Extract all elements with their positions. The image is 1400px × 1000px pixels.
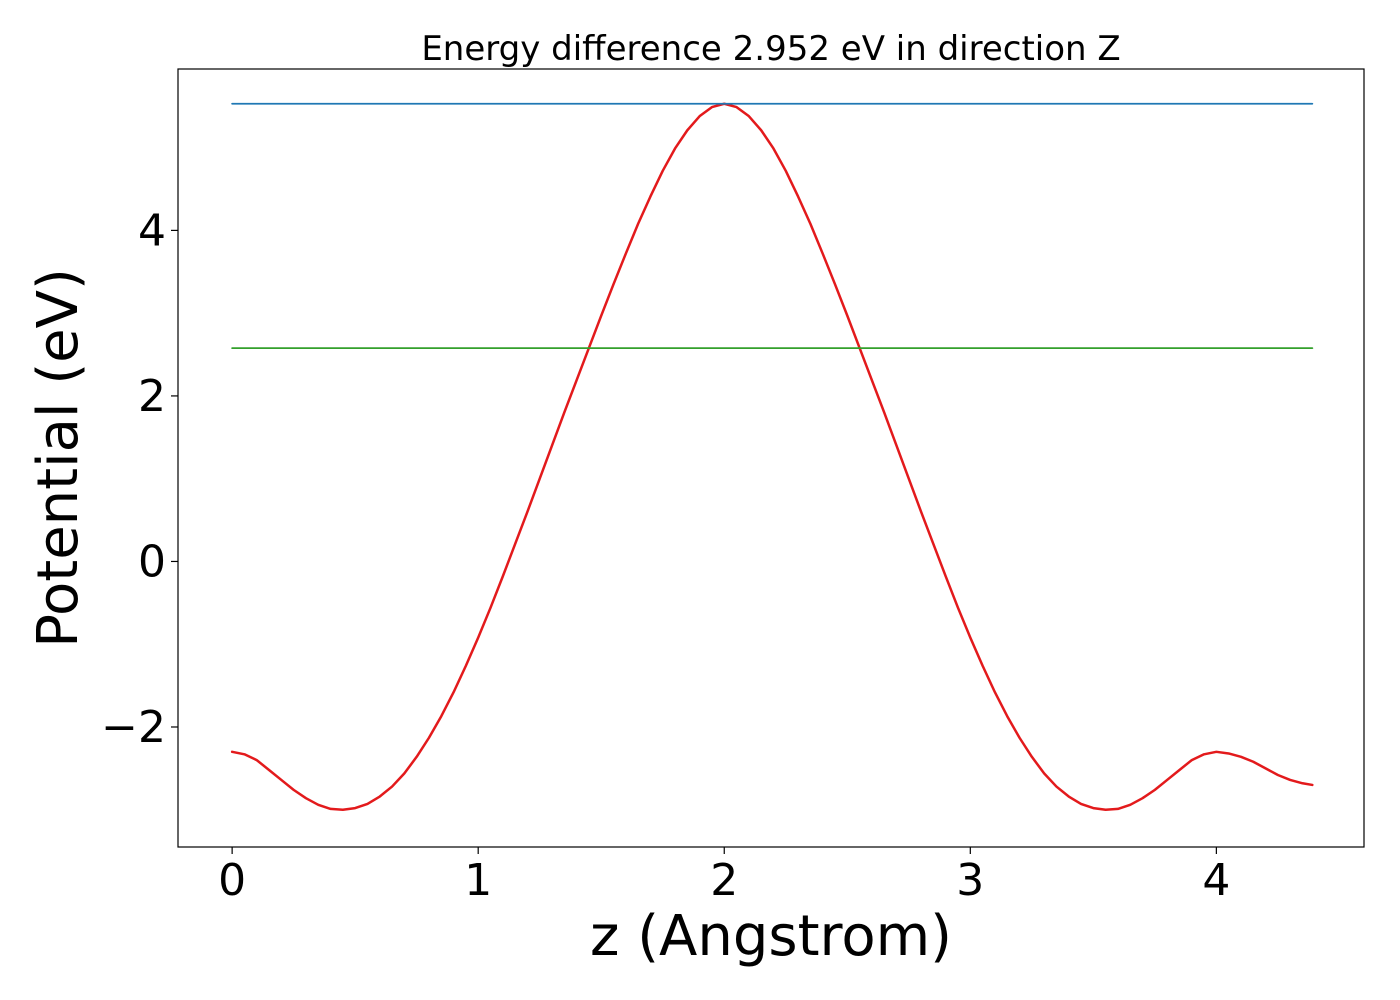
x-axis-label: z (Angstrom) bbox=[590, 904, 952, 969]
plot-frame bbox=[177, 68, 1365, 848]
x-tick-label: 0 bbox=[218, 855, 246, 906]
y-tick-label: 0 bbox=[138, 536, 166, 587]
y-tick-label: 2 bbox=[138, 371, 166, 422]
y-tick-label: −2 bbox=[101, 702, 166, 753]
y-axis-ticks: −2 0 2 4 bbox=[101, 205, 178, 753]
x-tick-label: 3 bbox=[956, 855, 984, 906]
x-tick-label: 1 bbox=[464, 855, 492, 906]
x-tick-label: 4 bbox=[1202, 855, 1230, 906]
y-tick-label: 4 bbox=[138, 205, 166, 256]
x-axis-ticks: 0 1 2 3 4 bbox=[218, 847, 1230, 906]
chart-title: Energy difference 2.952 eV in direction … bbox=[421, 29, 1120, 69]
series-layer bbox=[230, 102, 1314, 812]
y-axis-label: Potential (eV) bbox=[26, 268, 91, 648]
x-tick-label: 2 bbox=[710, 855, 738, 906]
series-line-0 bbox=[230, 102, 1314, 812]
